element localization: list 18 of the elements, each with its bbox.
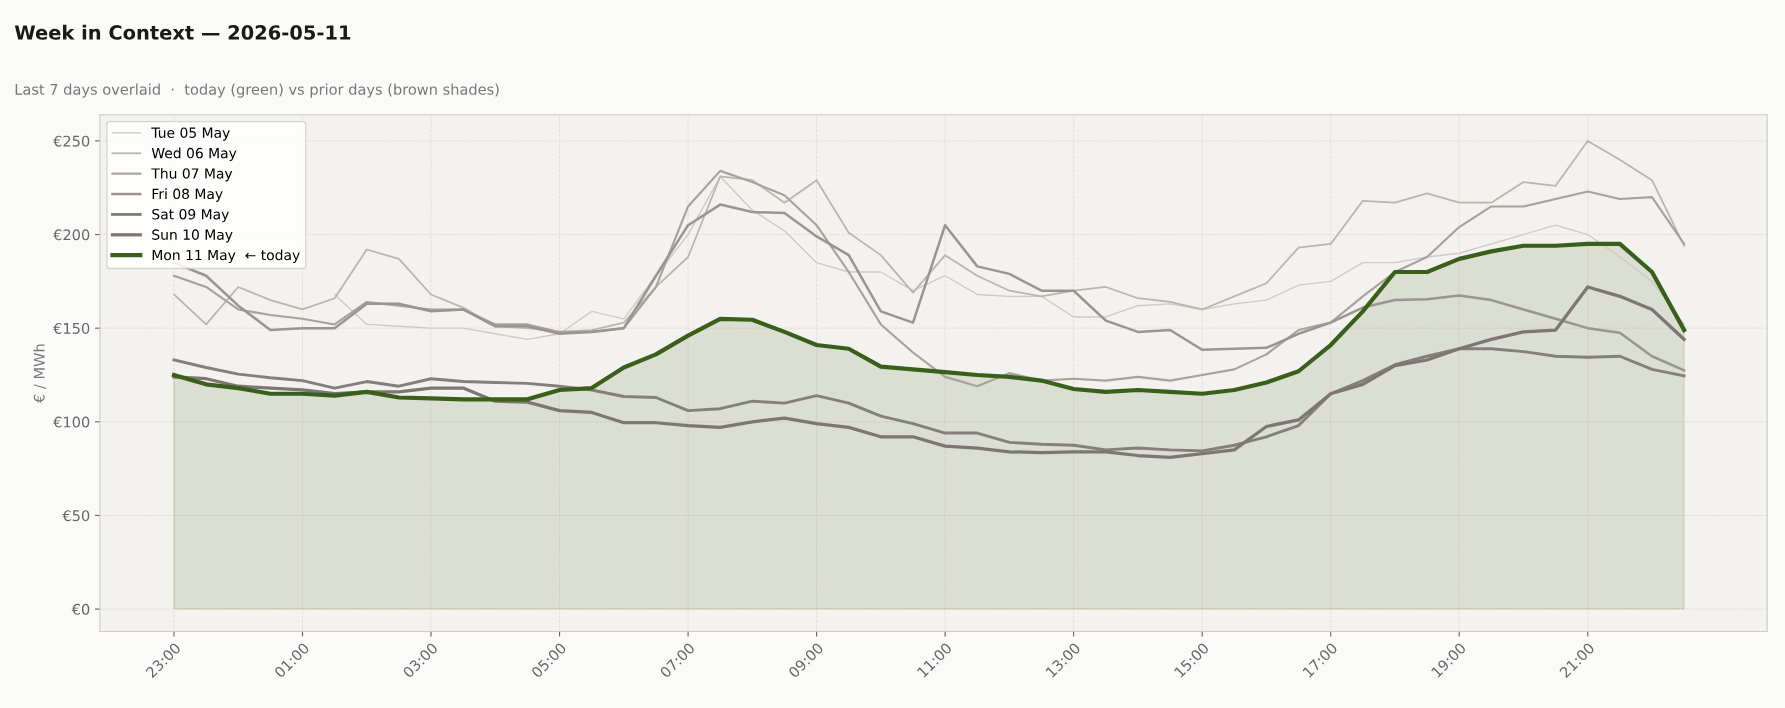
y-tick-label: €150 bbox=[53, 322, 90, 334]
y-tick-label: €100 bbox=[53, 416, 90, 428]
chart-title: Week in Context — 2026-05-11 bbox=[14, 24, 351, 40]
line-series bbox=[172, 285, 1686, 459]
chart-subtitle: Last 7 days overlaid · today (green) vs prior days (brown shades) bbox=[15, 83, 499, 98]
legend-label: Wed 06 May bbox=[151, 147, 237, 162]
legend-label: Thu 07 May bbox=[151, 167, 233, 182]
legend-label: Tue 05 May bbox=[151, 127, 230, 141]
y-tick-label: €200 bbox=[53, 229, 90, 241]
legend-label: Sat 09 May bbox=[152, 208, 229, 223]
line-series bbox=[333, 175, 1685, 341]
y-tick-label: €250 bbox=[53, 135, 90, 147]
y-tick-label: €50 bbox=[62, 510, 90, 522]
y-tick-label: €0 bbox=[71, 603, 90, 615]
y-axis-title: € / MWh bbox=[33, 344, 46, 403]
legend-label: Sun 10 May bbox=[152, 229, 233, 243]
legend-label: Fri 08 May bbox=[152, 188, 223, 202]
legend-label: Mon 11 May ← today bbox=[152, 249, 300, 263]
